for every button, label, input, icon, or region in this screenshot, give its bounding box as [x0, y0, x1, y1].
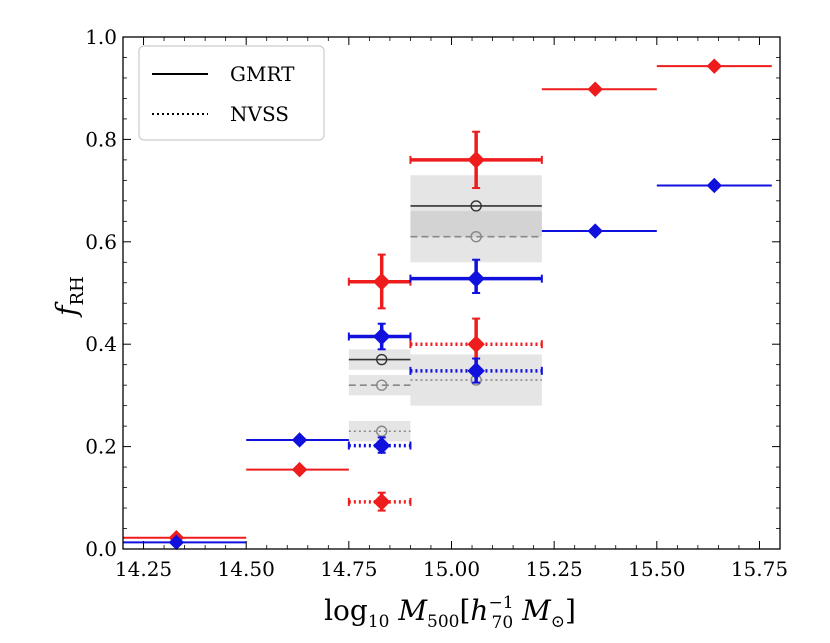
reference-marker-0: [375, 353, 388, 366]
legend-gmrt-label: GMRT: [230, 62, 295, 86]
reference-band-3: [410, 211, 542, 263]
reference-marker-1: [470, 200, 482, 212]
reference-band-2: [348, 374, 411, 396]
series-3-point-1-marker: [467, 269, 485, 288]
series-4-point-0-marker: [372, 493, 391, 511]
series-5-point-0-marker: [372, 436, 391, 455]
x-tick-label-4: 15.25: [526, 557, 583, 581]
series-1-point-3-marker: [706, 177, 723, 194]
series-0-point-1-marker: [291, 461, 308, 478]
series-1-point-2-marker: [587, 223, 603, 239]
x-tick-label-0: 14.25: [115, 557, 172, 581]
y-tick-label-1: 0.2: [85, 435, 117, 459]
series-3-point-0-marker: [372, 327, 391, 346]
y-axis-label: fRH: [50, 276, 88, 318]
y-tick-label-2: 0.4: [85, 332, 117, 356]
series-2-point-1-marker: [467, 151, 485, 169]
y-tick-label-4: 0.8: [85, 127, 117, 151]
series-0-point-3-marker: [706, 58, 723, 74]
reference-marker-2: [375, 379, 388, 391]
legend: GMRT NVSS: [138, 45, 325, 141]
legend-frame: [138, 45, 325, 141]
axes-layer: 14.25 14.50 14.75 15.00 15.25 15.50 15.75 0.0 0.…: [85, 25, 788, 581]
x-tick-label-1: 14.50: [218, 557, 275, 581]
x-tick-label-5: 15.50: [628, 557, 685, 581]
legend-nvss-label: NVSS: [230, 102, 289, 126]
series-0-point-2-marker: [587, 81, 603, 97]
y-tick-label-3: 0.6: [85, 230, 117, 254]
x-tick-label-2: 14.75: [320, 557, 377, 581]
series-5-point-1-marker: [467, 362, 485, 380]
series-layer: [123, 58, 772, 551]
series-4-point-1-marker: [467, 335, 485, 353]
reference-marker-3: [470, 230, 482, 243]
y-tick-label-5: 1.0: [85, 25, 117, 49]
x-tick-label-6: 15.75: [731, 557, 788, 581]
x-axis-label: log10 M500[h−1 70 M⊙]: [324, 593, 576, 633]
x-tick-label-3: 15.00: [423, 557, 480, 581]
series-2-point-0-marker: [372, 273, 391, 291]
series-1-point-1-marker: [291, 432, 308, 448]
reference-marker-4: [375, 425, 388, 437]
y-tick-label-0: 0.0: [85, 537, 117, 561]
